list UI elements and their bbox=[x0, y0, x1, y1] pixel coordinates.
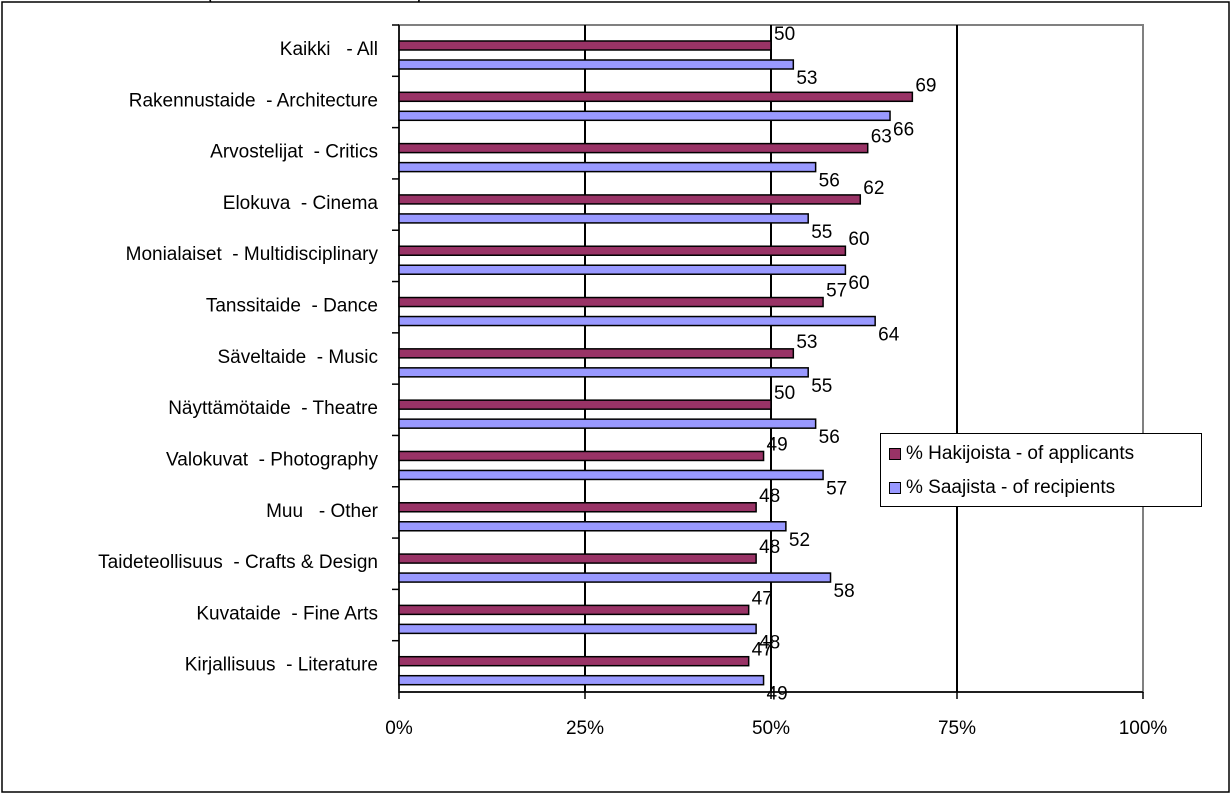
category-label: Valokuvat - Photography bbox=[166, 449, 378, 470]
data-label-applicants: 48 bbox=[759, 537, 780, 558]
data-label-applicants: 49 bbox=[767, 434, 788, 455]
bar-applicants bbox=[398, 655, 750, 667]
bar-recipients bbox=[398, 213, 809, 224]
bars bbox=[398, 40, 914, 686]
category-label: Kuvataide - Fine Arts bbox=[196, 603, 378, 624]
bar-applicants bbox=[398, 604, 750, 616]
data-label-applicants: 50 bbox=[774, 24, 795, 45]
category-labels: Kaikki - All Rakennustaide - Architecture… bbox=[98, 39, 379, 676]
category-label: Elokuva - Cinema bbox=[223, 193, 379, 214]
bar-applicants bbox=[398, 245, 847, 256]
data-label-recipients: 49 bbox=[767, 684, 788, 705]
bar-applicants bbox=[398, 91, 914, 103]
legend-swatch-applicants bbox=[889, 448, 901, 460]
data-label-applicants: 63 bbox=[871, 127, 892, 148]
bar-applicants bbox=[398, 40, 772, 51]
bar-applicants bbox=[398, 450, 765, 462]
x-tick-label: 0% bbox=[385, 718, 413, 739]
bar-recipients bbox=[398, 572, 832, 583]
data-label-recipients: 55 bbox=[811, 376, 832, 397]
category-label: Säveltaide - Music bbox=[217, 347, 378, 368]
x-tick-label: 100% bbox=[1119, 718, 1168, 739]
data-label-recipients: 56 bbox=[819, 171, 840, 192]
data-label-recipients: 48 bbox=[759, 632, 780, 653]
bar-recipients bbox=[398, 110, 891, 122]
data-label-recipients: 66 bbox=[893, 119, 914, 140]
legend: % Hakijoista - of applicants % Saajista … bbox=[880, 433, 1202, 507]
data-label-recipients: 57 bbox=[826, 478, 847, 499]
data-label-recipients: 53 bbox=[796, 68, 817, 89]
bar-recipients bbox=[398, 623, 757, 635]
category-label: Muu - Other bbox=[266, 501, 379, 522]
data-label-recipients: 58 bbox=[834, 581, 855, 602]
category-label: Kaikki - All bbox=[280, 39, 378, 60]
x-tick-label: 50% bbox=[752, 718, 790, 739]
bar-recipients bbox=[398, 59, 795, 70]
bar-recipients bbox=[398, 367, 809, 378]
data-label-recipients: 60 bbox=[848, 273, 869, 294]
bar-applicants bbox=[398, 142, 869, 154]
legend-swatch-recipients bbox=[889, 482, 901, 494]
bar-recipients bbox=[398, 418, 817, 429]
bar-applicants bbox=[398, 348, 795, 359]
data-label-recipients: 64 bbox=[878, 325, 900, 346]
legend-item-applicants: % Hakijoista - of applicants bbox=[889, 442, 1134, 466]
category-label: Kirjallisuus - Literature bbox=[185, 655, 378, 676]
bar-applicants bbox=[398, 399, 772, 410]
data-label-applicants: 47 bbox=[752, 640, 773, 661]
legend-label-applicants: % Hakijoista - of applicants bbox=[906, 443, 1135, 464]
bar-applicants bbox=[398, 296, 824, 308]
data-label-applicants: 62 bbox=[863, 178, 884, 199]
data-label-applicants: 69 bbox=[915, 75, 936, 96]
data-label-applicants: 53 bbox=[796, 332, 817, 353]
bar-applicants bbox=[398, 553, 757, 564]
x-tick-label: 25% bbox=[566, 718, 604, 739]
data-label-recipients: 52 bbox=[789, 530, 810, 551]
bar-recipients bbox=[398, 674, 765, 686]
data-label-applicants: 47 bbox=[752, 588, 773, 609]
data-label-applicants: 57 bbox=[826, 281, 847, 302]
category-label: Tanssitaide - Dance bbox=[206, 296, 378, 317]
legend-label-recipients: % Saajista - of recipients bbox=[906, 477, 1116, 498]
category-label: Arvostelijat - Critics bbox=[210, 142, 378, 163]
data-label-applicants: 50 bbox=[774, 383, 795, 404]
category-label: Näyttämötaide - Theatre bbox=[168, 398, 378, 419]
data-label-applicants: 60 bbox=[848, 229, 869, 250]
bar-applicants bbox=[398, 194, 862, 205]
category-label: Monialaiset - Multidisciplinary bbox=[126, 244, 379, 265]
x-tick-labels: 0% 25% 50% 75% 100% bbox=[385, 718, 1167, 739]
category-label: Taideteollisuus - Crafts & Design bbox=[98, 552, 378, 573]
data-label-recipients: 55 bbox=[811, 222, 832, 243]
bar-recipients bbox=[398, 264, 847, 275]
data-label-applicants: 48 bbox=[759, 486, 780, 507]
bar-recipients bbox=[398, 315, 876, 327]
data-label-recipients: 56 bbox=[819, 427, 840, 448]
category-label: Rakennustaide - Architecture bbox=[129, 90, 378, 111]
bar-recipients bbox=[398, 469, 824, 481]
bar-applicants bbox=[398, 502, 757, 513]
x-tick-label: 75% bbox=[938, 718, 976, 739]
bar-recipients bbox=[398, 161, 817, 173]
legend-item-recipients: % Saajista - of recipients bbox=[889, 476, 1115, 500]
bar-recipients bbox=[398, 521, 787, 532]
